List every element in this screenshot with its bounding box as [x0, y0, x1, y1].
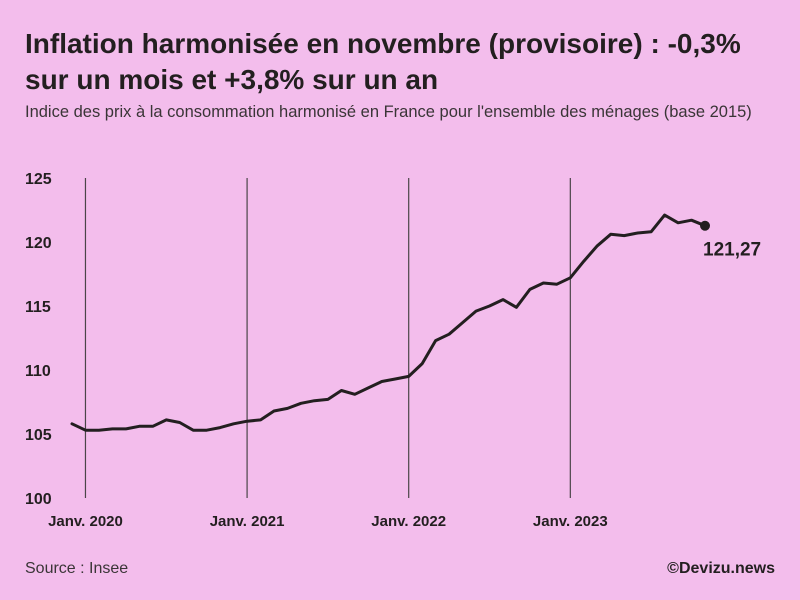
y-tick-label: 105 — [25, 427, 52, 444]
end-point-marker — [700, 220, 710, 231]
y-tick-label: 120 — [25, 235, 52, 252]
y-tick-label: 100 — [25, 491, 52, 508]
x-axis-tick-labels: Janv. 2020 Janv. 2021 Janv. 2022 Janv. 2023 — [48, 513, 608, 530]
y-tick-label: 110 — [25, 363, 51, 380]
y-tick-label: 125 — [25, 171, 52, 188]
end-value-label: 121,27 — [703, 240, 761, 261]
x-tick-label: Janv. 2022 — [371, 513, 446, 530]
x-tick-label: Janv. 2021 — [210, 513, 285, 530]
source-note: Source : Insee — [25, 560, 129, 577]
chart-title: Inflation harmonisée en novembre (provis… — [25, 28, 741, 95]
x-tick-label: Janv. 2020 — [48, 513, 123, 530]
y-tick-label: 115 — [25, 299, 51, 316]
credit-note: ©Devizu.news — [667, 560, 775, 577]
series-line — [70, 213, 707, 432]
y-axis-tick-labels: 100 105 110 115 120 125 — [25, 171, 52, 508]
x-tick-label: Janv. 2023 — [533, 513, 608, 530]
vertical-gridlines — [84, 178, 571, 498]
chart-subtitle: Indice des prix à la consommation harmon… — [25, 103, 752, 121]
